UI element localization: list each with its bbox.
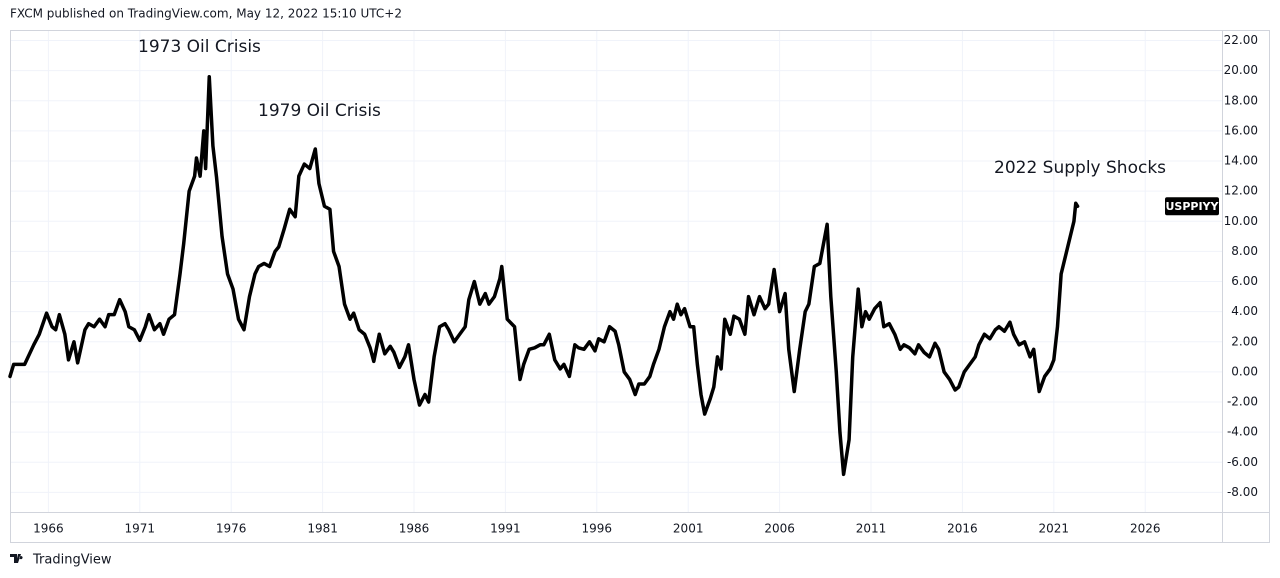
x-tick-label: 2021 [1039, 522, 1070, 536]
y-tick-label: 0.00 [1231, 364, 1258, 378]
y-tick-label: 12.00 [1224, 184, 1258, 198]
footer-brand: TradingView [32, 553, 112, 568]
x-tick-label: 1966 [33, 522, 64, 536]
x-tick-label: 1986 [399, 522, 430, 536]
y-tick-label: 2.00 [1231, 334, 1258, 348]
grid [10, 30, 1222, 512]
x-tick-label: 2026 [1130, 522, 1161, 536]
y-tick-label: -2.00 [1227, 395, 1258, 409]
series-name: USPPIYY [1165, 200, 1219, 213]
y-tick-label: 22.00 [1224, 33, 1258, 47]
y-tick-label: 14.00 [1224, 154, 1258, 168]
y-tick-label: 18.00 [1224, 93, 1258, 107]
x-tick-label: 1996 [582, 522, 613, 536]
x-tick-label: 2006 [764, 522, 795, 536]
y-tick-label: 6.00 [1231, 274, 1258, 288]
header: FXCM published on TradingView.com, May 1… [10, 7, 402, 21]
y-tick-label: -8.00 [1227, 485, 1258, 499]
y-tick-label: 8.00 [1231, 244, 1258, 258]
y-tick-label: 4.00 [1231, 304, 1258, 318]
y-tick-label: -6.00 [1227, 455, 1258, 469]
x-tick-label: 2016 [947, 522, 978, 536]
chart-frame [10, 30, 1270, 543]
y-tick-label: 16.00 [1224, 123, 1258, 137]
x-tick-label: 1971 [125, 522, 156, 536]
plot: USPPIYY [8, 74, 1220, 477]
y-tick-label: -4.00 [1227, 425, 1258, 439]
logo-icon [10, 554, 23, 563]
x-tick-label: 2011 [856, 522, 887, 536]
x-tick-label: 2001 [673, 522, 704, 536]
axes: -8.00 -6.00 -4.00 -2.00 0.00 2.00 4.00 6.00 8.00… [33, 33, 1258, 535]
x-tick-label: 1976 [216, 522, 247, 536]
y-tick-label: 20.00 [1224, 63, 1258, 77]
series-badge [1165, 197, 1219, 216]
footer-logo: TradingView [10, 553, 112, 568]
annotation: 2022 Supply Shocks [994, 158, 1166, 178]
annotation: 1979 Oil Crisis [258, 101, 381, 121]
y-tick-label: 10.00 [1224, 214, 1258, 228]
x-tick-label: 1981 [307, 522, 338, 536]
series-line [8, 74, 1080, 477]
annotation: 1973 Oil Crisis [138, 37, 261, 57]
x-tick-label: 1991 [490, 522, 521, 536]
